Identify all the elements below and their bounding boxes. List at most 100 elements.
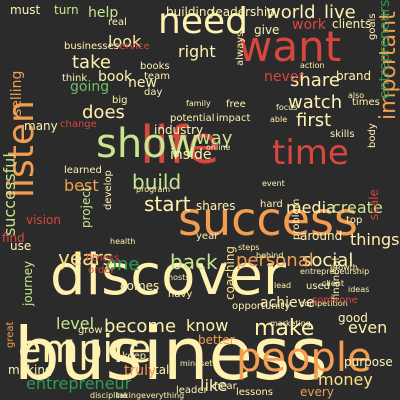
- cloud-word: day: [144, 87, 163, 98]
- cloud-word: navy: [168, 289, 193, 300]
- cloud-word: family: [186, 99, 211, 108]
- cloud-word: industry: [154, 123, 204, 137]
- cloud-word: lead: [274, 281, 292, 290]
- cloud-word: think: [62, 73, 88, 84]
- cloud-word: used: [306, 281, 331, 292]
- cloud-word: help: [88, 5, 119, 21]
- cloud-word: best: [64, 176, 99, 195]
- cloud-word: grow: [78, 325, 103, 336]
- cloud-word: never: [264, 69, 305, 85]
- cloud-word: online: [206, 143, 231, 152]
- cloud-word: new: [128, 75, 157, 91]
- cloud-word: discipline: [90, 391, 128, 400]
- cloud-word: even: [348, 318, 388, 337]
- cloud-word: life: [140, 116, 220, 176]
- cloud-word: behind: [256, 251, 284, 260]
- cloud-word: way: [196, 128, 233, 149]
- cloud-word: program: [136, 185, 171, 194]
- cloud-word: growth: [330, 263, 358, 272]
- cloud-word: hosts: [168, 273, 190, 282]
- cloud-word: takingeverything: [116, 391, 185, 400]
- cloud-word: first: [296, 110, 332, 131]
- cloud-word: share: [290, 70, 340, 91]
- cloud-word: potential: [170, 113, 215, 124]
- cloud-word: start: [144, 192, 191, 216]
- cloud-word: know: [186, 316, 229, 335]
- cloud-word: books: [140, 61, 170, 72]
- cloud-word: things: [350, 230, 400, 249]
- cloud-word: going: [70, 79, 110, 95]
- cloud-word: free: [226, 99, 246, 110]
- cloud-word: client: [322, 279, 344, 288]
- cloud-word: competition: [300, 299, 348, 308]
- cloud-word: show: [96, 121, 200, 167]
- cloud-word: make: [254, 316, 315, 341]
- cloud-word: turn: [54, 3, 79, 17]
- cloud-word: inside: [170, 147, 212, 163]
- cloud-word: service: [114, 41, 150, 52]
- cloud-word: always: [235, 31, 246, 66]
- cloud-word: back: [170, 250, 218, 274]
- cloud-word: mindset: [180, 359, 213, 368]
- cloud-word: achieve: [260, 295, 315, 311]
- cloud-word: making: [8, 363, 53, 377]
- cloud-word: entrepreneur: [26, 374, 132, 393]
- cloud-word: shares: [196, 199, 236, 213]
- cloud-word: impact: [216, 113, 251, 124]
- cloud-word: right: [178, 42, 216, 61]
- cloud-word: find: [2, 231, 25, 245]
- cloud-word: change: [60, 119, 97, 130]
- cloud-word: someone: [312, 295, 358, 306]
- cloud-word: one: [106, 254, 140, 275]
- cloud-word: businesses: [64, 41, 119, 52]
- cloud-word: times: [352, 97, 380, 108]
- cloud-word: work: [292, 17, 326, 33]
- cloud-word: entrepreneurs: [377, 0, 393, 100]
- cloud-word: also: [348, 91, 365, 100]
- cloud-word: problem: [291, 198, 302, 240]
- cloud-word: money: [318, 370, 373, 389]
- cloud-word: years: [58, 246, 114, 270]
- cloud-word: purpose: [344, 355, 393, 369]
- cloud-word: scale: [367, 189, 381, 220]
- cloud-word: real: [108, 17, 127, 28]
- cloud-word: time: [272, 133, 349, 173]
- cloud-word: media: [286, 198, 336, 217]
- cloud-word: learned: [64, 165, 102, 176]
- cloud-word: every: [300, 385, 334, 399]
- cloud-word: keep: [122, 351, 147, 362]
- cloud-word: good: [338, 311, 368, 325]
- cloud-word: book: [98, 69, 133, 85]
- cloud-word: give: [254, 23, 280, 37]
- cloud-word: discover: [50, 243, 286, 308]
- cloud-word: want: [238, 22, 342, 71]
- cloud-word: great: [5, 321, 16, 348]
- cloud-word: comes: [120, 279, 160, 293]
- cloud-word: journey: [21, 260, 35, 306]
- cloud-word: leader: [176, 385, 208, 396]
- cloud-word: leadership: [212, 5, 275, 19]
- cloud-word: top: [346, 215, 363, 226]
- cloud-word: create: [332, 198, 383, 217]
- cloud-word: many: [24, 119, 58, 133]
- cloud-word: hard: [260, 199, 283, 210]
- cloud-word: become: [104, 316, 177, 337]
- cloud-word: coaching: [223, 245, 237, 300]
- cloud-word: successful: [0, 153, 19, 236]
- cloud-word: order: [88, 265, 115, 276]
- cloud-word: world: [266, 2, 316, 23]
- cloud-word: personal: [236, 250, 314, 271]
- cloud-word: focus: [276, 103, 298, 112]
- cloud-word: use: [10, 239, 32, 253]
- cloud-word: body: [367, 123, 378, 148]
- cloud-word: business: [14, 312, 328, 396]
- cloud-word: team: [144, 71, 170, 82]
- cloud-word: develop: [103, 170, 114, 210]
- cloud-word: around: [300, 229, 343, 243]
- cloud-word: truly: [124, 363, 157, 379]
- cloud-word: fitness: [86, 253, 120, 264]
- cloud-word: skills: [330, 129, 355, 140]
- cloud-word: need: [158, 1, 248, 42]
- cloud-word: live: [324, 2, 356, 23]
